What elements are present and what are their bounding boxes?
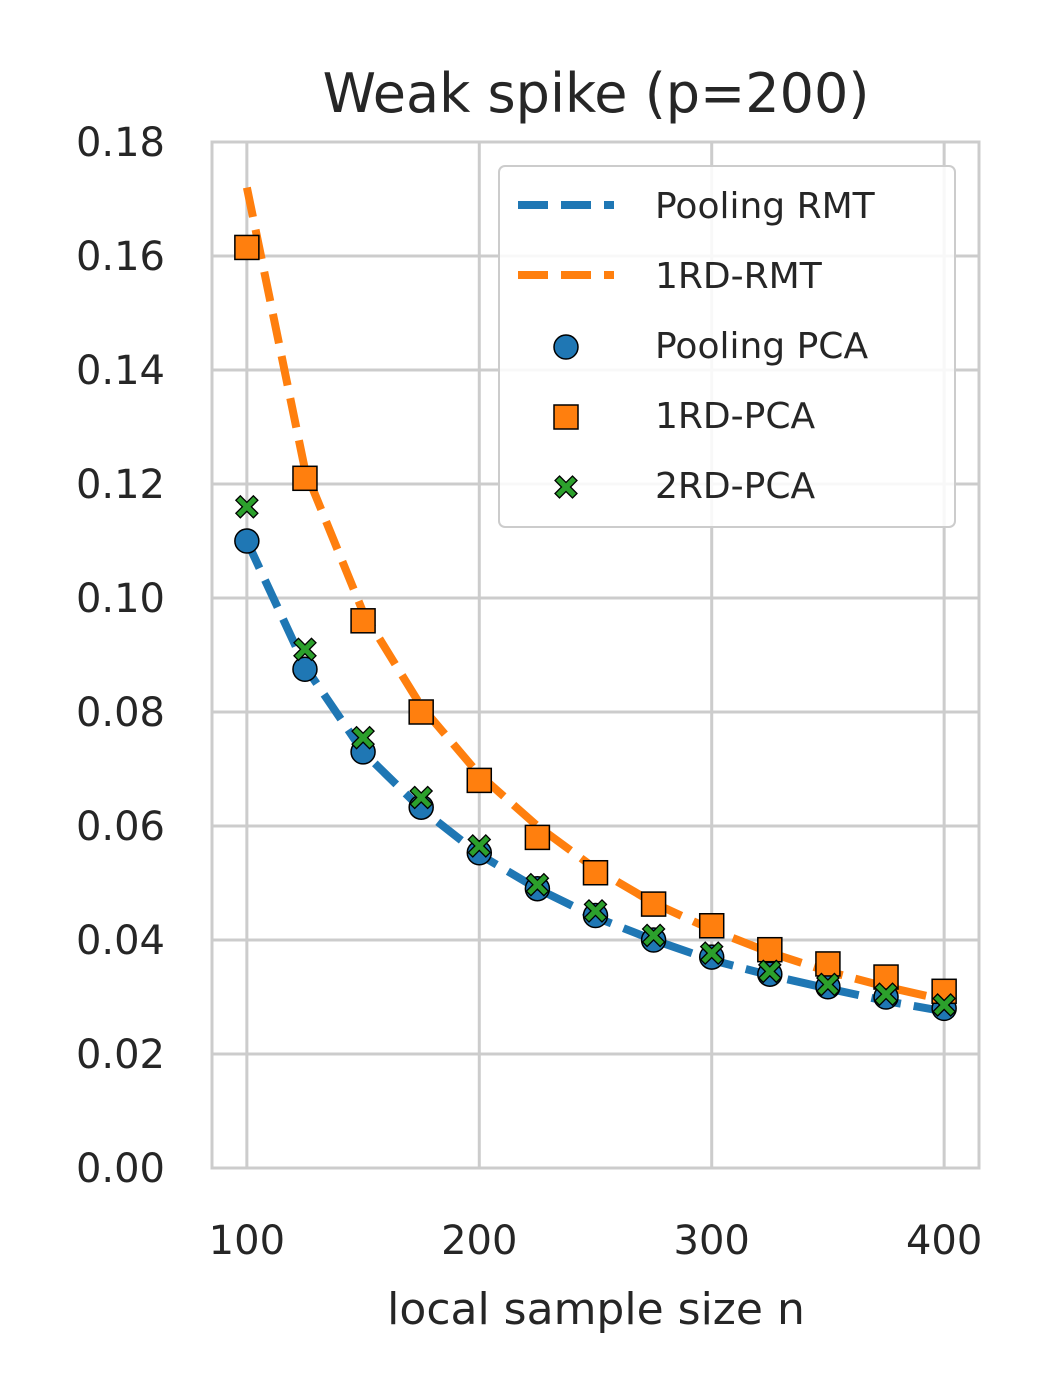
y-tick-label: 0.00 xyxy=(76,1146,165,1192)
y-tick-label: 0.12 xyxy=(76,462,165,508)
data-point-pooling-pca xyxy=(234,528,260,554)
data-point-pooling-pca xyxy=(292,656,318,682)
x-tick-label: 300 xyxy=(674,1218,750,1264)
data-point-1rd-pca xyxy=(408,699,434,725)
legend-label-pooling-rmt: Pooling RMT xyxy=(655,186,876,227)
x-axis-label: local sample size n xyxy=(387,1284,805,1335)
data-point-2rd-pca xyxy=(351,725,375,750)
x-tick-label: 200 xyxy=(441,1218,517,1264)
data-point-1rd-pca xyxy=(292,465,318,492)
data-point-1rd-pca xyxy=(757,936,783,963)
legend-label-1rd-rmt: 1RD-RMT xyxy=(655,256,823,297)
legend-box xyxy=(498,165,956,528)
data-point-1rd-pca xyxy=(350,608,376,634)
chart-title: Weak spike (p=200) xyxy=(323,62,870,125)
x-tick-label: 100 xyxy=(209,1218,285,1264)
data-point-1rd-pca xyxy=(582,859,609,886)
data-point-1rd-pca xyxy=(234,234,260,261)
data-point-2rd-pca xyxy=(874,982,898,1007)
y-tick-label: 0.10 xyxy=(76,576,165,622)
data-point-1rd-pca xyxy=(466,767,493,794)
data-point-2rd-pca xyxy=(234,494,259,519)
legend-label-pooling-pca: Pooling PCA xyxy=(655,326,868,367)
series-layer xyxy=(234,186,957,1022)
y-tick-label: 0.04 xyxy=(76,918,165,964)
legend-swatch-pooling-pca xyxy=(553,334,579,360)
tick-labels: 100 200 300 400 0.00 0.02 0.04 0.06 0.08 0.10 0.12… xyxy=(76,120,982,1264)
x-tick-label: 400 xyxy=(906,1218,982,1264)
plot-frame xyxy=(210,140,981,1170)
data-point-1rd-pca xyxy=(698,913,725,939)
y-tick-label: 0.18 xyxy=(76,120,165,166)
data-point-2rd-pca xyxy=(757,959,782,984)
data-point-1rd-pca xyxy=(640,891,667,917)
data-point-1rd-pca xyxy=(815,951,841,977)
data-point-2rd-pca xyxy=(583,899,608,923)
data-point-2rd-pca xyxy=(641,923,666,948)
legend-label-1rd-pca: 1RD-PCA xyxy=(655,396,815,437)
data-point-2rd-pca xyxy=(409,785,434,810)
legend-swatch-2rd-pca xyxy=(554,475,578,499)
y-tick-label: 0.14 xyxy=(76,348,165,394)
data-point-2rd-pca xyxy=(467,834,492,858)
legend-swatch-1rd-pca xyxy=(553,404,579,430)
data-point-2rd-pca xyxy=(932,993,957,1017)
y-tick-label: 0.16 xyxy=(76,234,165,280)
data-point-2rd-pca xyxy=(816,972,840,997)
data-point-1rd-pca xyxy=(524,824,551,851)
y-tick-label: 0.02 xyxy=(76,1032,165,1078)
legend-label-2rd-pca: 2RD-PCA xyxy=(655,466,815,507)
data-point-2rd-pca xyxy=(293,637,317,662)
y-tick-label: 0.06 xyxy=(76,804,165,850)
legend: Pooling RMT 1RD-RMT Pooling PCA 1RD-PCA 2RD-… xyxy=(498,165,956,528)
y-tick-label: 0.08 xyxy=(76,690,165,736)
data-point-2rd-pca xyxy=(699,941,724,966)
data-point-2rd-pca xyxy=(525,872,550,897)
